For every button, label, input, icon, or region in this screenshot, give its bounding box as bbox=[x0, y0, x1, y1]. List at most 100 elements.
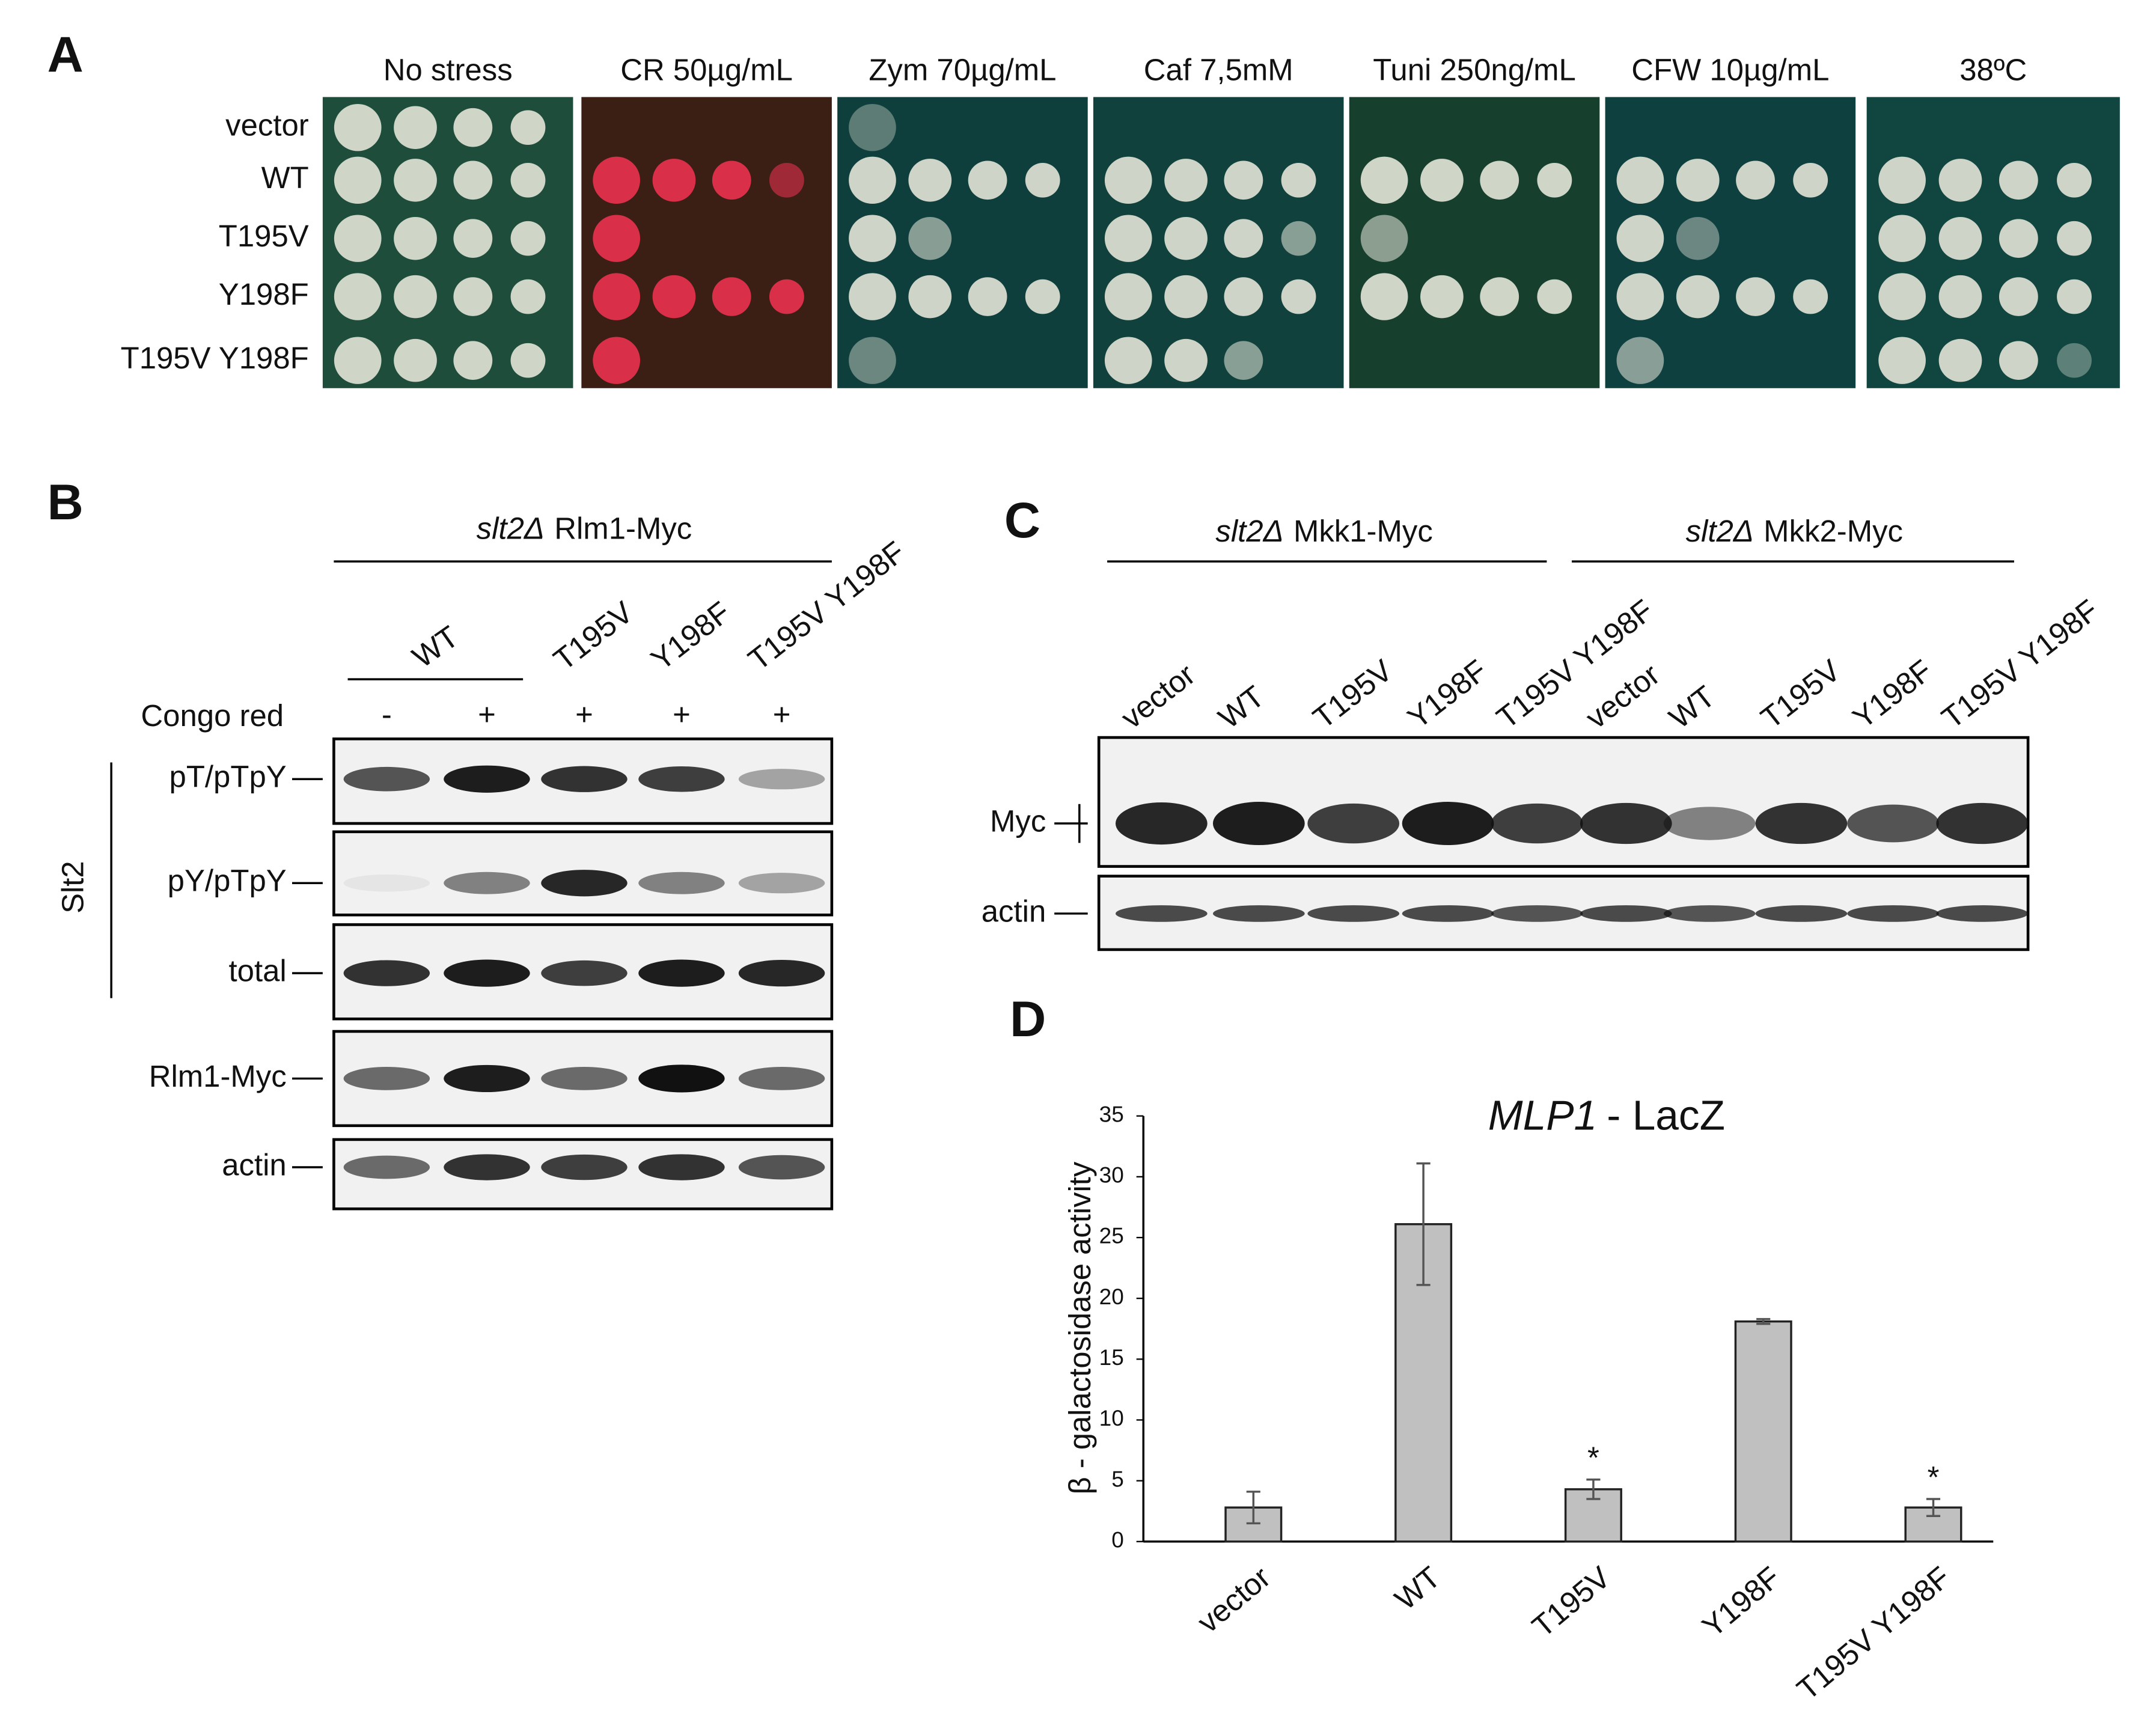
yeast-spot bbox=[1480, 277, 1519, 316]
yeast-spot bbox=[1164, 275, 1208, 319]
band bbox=[1663, 807, 1756, 840]
band bbox=[1307, 905, 1400, 922]
y-tick-label: 10 bbox=[1099, 1406, 1124, 1430]
yeast-spot bbox=[1616, 273, 1664, 320]
error-bar bbox=[1926, 1498, 1941, 1518]
yeast-spot bbox=[510, 110, 546, 145]
yeast-spot bbox=[1938, 216, 1982, 260]
yeast-spot bbox=[394, 338, 437, 382]
yeast-spot bbox=[2057, 221, 2092, 256]
strain-label: T195V bbox=[219, 219, 309, 253]
yeast-spot bbox=[394, 216, 437, 260]
chart-title: MLP1- LacZ bbox=[1488, 1092, 1725, 1139]
yeast-spot bbox=[1999, 341, 2038, 380]
text-part: - LacZ bbox=[1607, 1092, 1725, 1139]
yeast-spot bbox=[334, 273, 382, 320]
band bbox=[1580, 905, 1672, 922]
yeast-spot bbox=[593, 337, 640, 384]
yeast-spot bbox=[1281, 163, 1316, 198]
yeast-spot bbox=[1938, 338, 1982, 382]
y-tick-label: 30 bbox=[1099, 1163, 1124, 1188]
band bbox=[1847, 905, 1939, 922]
band bbox=[738, 873, 825, 894]
yeast-spot bbox=[1224, 341, 1263, 380]
yeast-spot bbox=[1164, 216, 1208, 260]
group-label: Slt2 bbox=[55, 861, 90, 913]
condition-label: Zym 70µg/mL bbox=[869, 52, 1056, 87]
yeast-spot bbox=[1281, 221, 1316, 256]
band bbox=[738, 1155, 825, 1180]
band bbox=[541, 960, 628, 986]
yeast-spot bbox=[1224, 277, 1263, 316]
band bbox=[1936, 802, 2029, 844]
band bbox=[1402, 905, 1494, 922]
yeast-spot bbox=[1537, 163, 1572, 198]
italic-part: slt2Δ bbox=[1215, 514, 1283, 548]
yeast-spot bbox=[849, 215, 896, 262]
strain-label: Y198F bbox=[219, 277, 309, 311]
band bbox=[343, 874, 430, 892]
yeast-spot bbox=[1537, 279, 1572, 314]
error-bar bbox=[1416, 1162, 1431, 1286]
text-part: Mkk1-Myc bbox=[1293, 514, 1433, 548]
band bbox=[738, 769, 825, 790]
yeast-spot bbox=[394, 159, 437, 202]
band bbox=[343, 1155, 430, 1179]
yeast-spot bbox=[334, 156, 382, 204]
yeast-spot bbox=[968, 277, 1007, 316]
treatment-sign: + bbox=[575, 697, 593, 731]
row-label: actin bbox=[222, 1148, 287, 1182]
band bbox=[444, 765, 530, 793]
italic-part: MLP1 bbox=[1488, 1092, 1597, 1139]
yeast-spot bbox=[1104, 273, 1152, 320]
yeast-spot bbox=[593, 273, 640, 320]
yeast-spot bbox=[1878, 337, 1926, 384]
yeast-spot bbox=[1616, 337, 1664, 384]
yeast-spot bbox=[510, 221, 546, 256]
yeast-spot bbox=[394, 275, 437, 319]
treatment-sign: - bbox=[382, 697, 392, 731]
yeast-spot bbox=[1793, 163, 1828, 198]
yeast-spot bbox=[453, 108, 493, 147]
italic-part: slt2Δ bbox=[477, 511, 545, 546]
band bbox=[1936, 905, 2029, 922]
band bbox=[1212, 802, 1305, 846]
error-bar bbox=[1246, 1491, 1260, 1525]
error-bar bbox=[1756, 1317, 1771, 1325]
yeast-spot bbox=[1104, 156, 1152, 204]
y-tick-label: 5 bbox=[1111, 1467, 1124, 1491]
band bbox=[738, 1067, 825, 1090]
band bbox=[541, 766, 628, 792]
yeast-spot bbox=[453, 341, 493, 380]
yeast-spot bbox=[769, 163, 804, 198]
treatment-sign: + bbox=[773, 697, 791, 731]
band bbox=[541, 1154, 628, 1180]
band bbox=[1115, 905, 1208, 922]
yeast-spot bbox=[1736, 277, 1775, 316]
yeast-spot bbox=[849, 156, 896, 204]
strain-label: vector bbox=[225, 108, 309, 142]
error-bar bbox=[1586, 1478, 1601, 1500]
yeast-spot bbox=[2057, 279, 2092, 314]
band bbox=[1115, 802, 1208, 845]
yeast-spot bbox=[1360, 273, 1408, 320]
yeast-spot bbox=[510, 343, 546, 378]
panel-label: C bbox=[1004, 492, 1040, 548]
yeast-spot bbox=[453, 219, 493, 258]
condition-label: CFW 10µg/mL bbox=[1631, 52, 1829, 87]
group-title: slt2Δ Mkk1-Myc bbox=[1215, 514, 1432, 548]
band bbox=[444, 872, 530, 894]
row-label: Rlm1-Myc bbox=[149, 1059, 287, 1093]
panel-label: B bbox=[47, 474, 84, 530]
yeast-spot bbox=[908, 216, 952, 260]
yeast-spot bbox=[1676, 159, 1720, 202]
band bbox=[1847, 804, 1939, 843]
condition-label: Caf 7,5mM bbox=[1144, 52, 1293, 87]
yeast-spot bbox=[1420, 275, 1464, 319]
yeast-spot bbox=[510, 279, 546, 314]
row-label: pY/pTpY bbox=[168, 864, 287, 898]
band bbox=[638, 1064, 725, 1093]
yeast-spot bbox=[968, 160, 1007, 200]
yeast-spot bbox=[1025, 163, 1060, 198]
